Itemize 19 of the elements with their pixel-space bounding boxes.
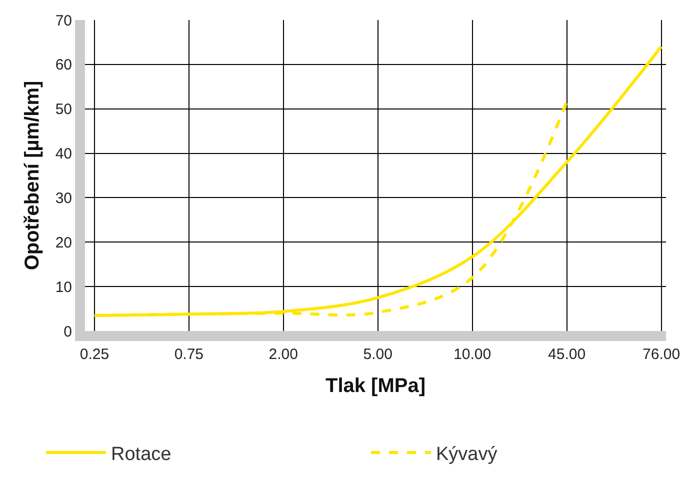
legend-label: Rotace bbox=[111, 444, 172, 465]
x-tick-label: 10.00 bbox=[454, 346, 492, 363]
x-tick-label: 0.25 bbox=[80, 346, 110, 363]
x-tick-label: 0.75 bbox=[174, 346, 204, 363]
y-tick-label: 20 bbox=[55, 234, 72, 252]
y-tick-label: 60 bbox=[55, 56, 72, 74]
y-tick-label: 40 bbox=[55, 146, 72, 163]
legend-label: Kývavý bbox=[436, 444, 498, 465]
x-tick-label: 2.00 bbox=[268, 346, 298, 363]
y-tick-label: 70 bbox=[55, 12, 72, 30]
y-tick-label: 10 bbox=[55, 278, 72, 296]
x-tick-label: 45.00 bbox=[548, 346, 586, 363]
x-tick-label: 5.00 bbox=[363, 346, 392, 363]
y-tick-label: 0 bbox=[64, 323, 72, 340]
x-tick-label: 76.00 bbox=[642, 346, 680, 363]
x-axis-title: Tlak [MPa] bbox=[325, 375, 426, 397]
y-axis-title: Opotřebení [µm/km] bbox=[21, 80, 44, 270]
y-tick-label: 50 bbox=[55, 101, 72, 118]
y-tick-label: 30 bbox=[55, 190, 72, 207]
